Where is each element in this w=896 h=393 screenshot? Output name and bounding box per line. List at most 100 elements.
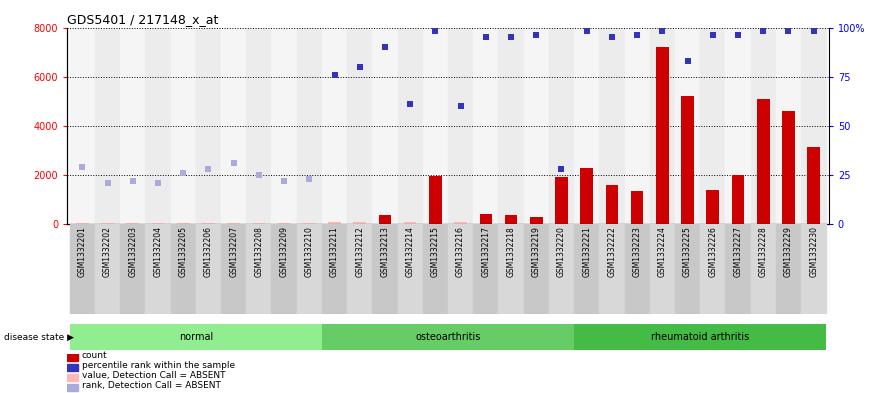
Bar <box>404 222 417 224</box>
Bar <box>246 224 271 314</box>
Bar <box>700 224 726 314</box>
Bar <box>574 28 599 224</box>
Text: GSM1332227: GSM1332227 <box>734 226 743 277</box>
Bar <box>221 224 246 314</box>
Bar <box>398 28 423 224</box>
Bar <box>726 28 751 224</box>
Text: GSM1332224: GSM1332224 <box>658 226 667 277</box>
Point <box>100 180 115 186</box>
Text: GSM1332210: GSM1332210 <box>305 226 314 277</box>
Bar <box>145 28 170 224</box>
Bar <box>599 224 625 314</box>
Bar <box>67 364 79 371</box>
Bar <box>700 28 726 224</box>
Point <box>277 178 291 184</box>
Text: GSM1332223: GSM1332223 <box>633 226 642 277</box>
Bar <box>549 28 574 224</box>
Text: GSM1332206: GSM1332206 <box>204 226 213 277</box>
Bar <box>479 214 492 224</box>
Point <box>756 28 771 35</box>
Text: GSM1332219: GSM1332219 <box>531 226 541 277</box>
Text: rheumatoid arthritis: rheumatoid arthritis <box>651 332 749 342</box>
Bar <box>373 224 398 314</box>
Point <box>151 180 165 186</box>
Bar <box>549 224 574 314</box>
Text: GSM1332205: GSM1332205 <box>178 226 187 277</box>
Point <box>630 32 644 39</box>
Bar <box>170 224 196 314</box>
Bar <box>347 28 373 224</box>
Point <box>555 166 569 172</box>
Bar <box>221 28 246 224</box>
Point <box>227 160 241 166</box>
Bar <box>473 28 498 224</box>
Text: GSM1332226: GSM1332226 <box>709 226 718 277</box>
Point <box>530 32 544 39</box>
Text: GSM1332203: GSM1332203 <box>128 226 137 277</box>
Bar <box>271 28 297 224</box>
Point <box>580 28 594 35</box>
Bar <box>726 224 751 314</box>
Point <box>252 172 266 178</box>
Point <box>781 28 796 35</box>
Bar <box>196 224 221 314</box>
Point <box>731 32 745 39</box>
Bar <box>151 223 164 224</box>
Bar <box>322 324 574 350</box>
Bar <box>70 224 95 314</box>
Bar <box>278 223 290 224</box>
Bar <box>807 147 820 224</box>
Bar <box>429 176 442 224</box>
Bar <box>95 28 120 224</box>
Bar <box>751 224 776 314</box>
Point <box>202 166 216 172</box>
Bar <box>606 185 618 224</box>
Bar <box>67 354 79 361</box>
Bar <box>353 222 366 224</box>
Bar <box>523 28 549 224</box>
Text: GSM1332225: GSM1332225 <box>683 226 692 277</box>
Bar <box>398 224 423 314</box>
Point <box>352 64 366 70</box>
Bar <box>599 28 625 224</box>
Bar <box>631 191 643 224</box>
Text: GSM1332212: GSM1332212 <box>355 226 365 277</box>
Bar <box>650 28 675 224</box>
Bar <box>574 324 826 350</box>
Point <box>327 72 341 78</box>
Bar <box>423 224 448 314</box>
Bar <box>650 224 675 314</box>
Point <box>605 34 619 40</box>
Bar <box>574 224 599 314</box>
Text: GSM1332201: GSM1332201 <box>78 226 87 277</box>
Bar <box>95 224 120 314</box>
Bar <box>70 28 95 224</box>
Bar <box>297 224 322 314</box>
Bar <box>145 224 170 314</box>
Bar <box>67 384 79 391</box>
Bar <box>448 224 473 314</box>
Bar <box>373 28 398 224</box>
Text: GSM1332230: GSM1332230 <box>809 226 818 277</box>
Point <box>453 103 468 109</box>
Point <box>504 34 518 40</box>
Text: GSM1332216: GSM1332216 <box>456 226 465 277</box>
Text: GSM1332214: GSM1332214 <box>406 226 415 277</box>
Text: GSM1332209: GSM1332209 <box>280 226 289 277</box>
Text: GSM1332211: GSM1332211 <box>330 226 339 277</box>
Point <box>706 32 720 39</box>
Text: value, Detection Call = ABSENT: value, Detection Call = ABSENT <box>82 371 226 380</box>
Bar <box>322 28 347 224</box>
Bar <box>303 223 315 224</box>
Text: GSM1332222: GSM1332222 <box>607 226 616 277</box>
Text: GSM1332207: GSM1332207 <box>229 226 238 277</box>
Bar <box>76 223 89 224</box>
Bar <box>228 223 240 224</box>
Bar <box>473 224 498 314</box>
Bar <box>751 28 776 224</box>
Point <box>75 164 90 170</box>
Text: GSM1332202: GSM1332202 <box>103 226 112 277</box>
Point <box>680 58 694 64</box>
Bar <box>625 224 650 314</box>
Point <box>428 28 443 35</box>
